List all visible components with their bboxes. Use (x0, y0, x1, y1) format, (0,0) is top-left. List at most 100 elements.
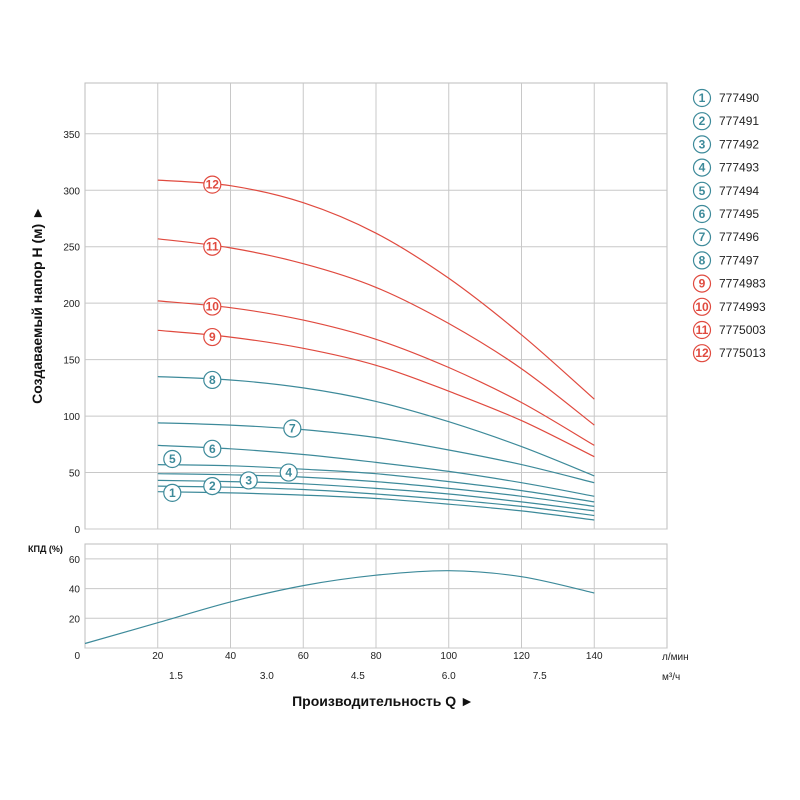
curve-badge-8 (203, 370, 222, 390)
x-tick-label: 120 (513, 651, 530, 662)
curve-badge-2 (203, 476, 222, 496)
x-tick-secondary-label: 1.5 (169, 671, 183, 682)
head-curves (157, 179, 595, 521)
efficiency-tick-label: 20 (69, 614, 81, 625)
head-curve-6 (157, 444, 595, 497)
y-axis-title: Создаваемый напор H (м) ► (29, 206, 45, 404)
efficiency-axis-title: КПД (%) (28, 544, 63, 554)
legend-badge-7 (692, 228, 712, 247)
legend-badge-number: 3 (699, 137, 706, 151)
legend-badge-4 (692, 158, 712, 177)
curve-badge-number: 9 (209, 330, 216, 344)
legend-badge-1 (692, 88, 712, 108)
x-tick-label: 140 (586, 651, 603, 662)
legend-item-label: 777492 (719, 137, 759, 151)
efficiency-tick-label: 40 (69, 585, 81, 596)
legend-badge-number: 4 (699, 161, 706, 175)
legend-badge-number: 9 (699, 277, 706, 291)
head-curve-7 (157, 422, 595, 484)
legend-badge-10 (692, 297, 712, 316)
x-tick-label: 20 (152, 651, 164, 662)
legend-badge-5 (692, 181, 712, 200)
head-curve-5 (157, 464, 595, 503)
efficiency-chart-grid (84, 543, 668, 649)
legend-badge-12 (692, 344, 712, 363)
x-tick-secondary-label: 7.5 (533, 671, 547, 682)
x-tick-secondary-label: 3.0 (260, 671, 274, 682)
curve-badge-1 (163, 483, 182, 502)
legend-badge-number: 11 (696, 323, 709, 337)
efficiency-curve-line (84, 570, 595, 645)
legend-badge-11 (692, 320, 712, 340)
curve-badge-number: 5 (169, 452, 176, 466)
curve-badge-number: 2 (209, 479, 216, 493)
y-tick-label: 0 (74, 525, 80, 536)
curve-badge-7 (283, 419, 302, 438)
head-curve-9 (157, 329, 595, 458)
y-tick-label: 350 (63, 130, 80, 141)
x-unit-primary: л/мин (662, 652, 689, 663)
head-curve-1 (157, 491, 595, 521)
head-curve-12 (157, 179, 595, 400)
head-curve-11 (157, 238, 595, 426)
x-tick-label: 100 (440, 651, 457, 662)
curve-badge-11 (203, 237, 222, 256)
legend-item-label: 7775003 (719, 323, 766, 337)
y-tick-label: 100 (63, 412, 80, 423)
legend-item-label: 7774993 (719, 300, 766, 314)
legend-badge-number: 7 (699, 230, 706, 244)
curve-badge-number: 6 (209, 442, 216, 456)
legend-item-label: 777494 (719, 184, 759, 198)
curve-badge-12 (203, 175, 222, 194)
legend-item-label: 777493 (719, 161, 759, 175)
x-tick-secondary-label: 6.0 (442, 671, 456, 682)
legend-item-label: 777497 (719, 253, 759, 267)
x-tick-label: 80 (370, 651, 382, 662)
y-tick-label: 300 (63, 186, 80, 197)
head-curve-4 (157, 473, 595, 507)
y-tick-label: 200 (63, 299, 80, 310)
head-curve-10 (157, 300, 595, 446)
legend-badge-number: 8 (699, 253, 706, 267)
y-tick-label: 50 (69, 469, 81, 480)
legend-badge-2 (692, 112, 712, 131)
legend-badge-8 (692, 251, 712, 270)
legend-badge-number: 6 (699, 207, 706, 221)
x-axis-title: Производительность Q ► (292, 693, 474, 709)
curve-badge-number: 3 (245, 473, 252, 487)
efficiency-tick-label: 0 (74, 651, 80, 662)
legend-item-label: 777490 (719, 91, 759, 105)
curve-badge-10 (203, 297, 222, 316)
curve-badge-number: 8 (209, 373, 216, 387)
curve-badge-number: 7 (289, 422, 296, 436)
curve-badge-number: 1 (169, 486, 176, 500)
efficiency-tick-label: 60 (69, 555, 81, 566)
legend-item-label: 7774983 (719, 277, 766, 291)
head-curve-8 (157, 376, 595, 477)
curve-badge-number: 12 (206, 178, 220, 192)
legend-badge-number: 5 (699, 184, 706, 198)
legend: 1 777490 2 777491 3 777492 4 777493 5 777494 6 7774… (692, 88, 766, 363)
legend-item-label: 777495 (719, 207, 759, 221)
legend-item-label: 777491 (719, 114, 759, 128)
legend-badge-number: 12 (695, 346, 709, 360)
legend-badge-number: 10 (695, 300, 709, 314)
x-tick-label: 40 (225, 651, 237, 662)
curve-badge-9 (203, 327, 222, 347)
legend-badge-number: 2 (699, 114, 706, 128)
legend-item-label: 7775013 (719, 346, 766, 360)
curve-badge-3 (239, 471, 258, 490)
legend-badge-number: 1 (699, 91, 706, 105)
curve-badge-4 (279, 463, 298, 482)
efficiency-curve (84, 570, 595, 645)
legend-item-label: 777496 (719, 230, 759, 244)
x-tick-label: 60 (298, 651, 310, 662)
head-curve-3 (157, 479, 595, 512)
curve-badge-number: 11 (206, 240, 219, 254)
y-tick-label: 250 (63, 243, 80, 254)
curve-badge-6 (203, 439, 222, 458)
curve-badge-number: 10 (206, 300, 220, 314)
